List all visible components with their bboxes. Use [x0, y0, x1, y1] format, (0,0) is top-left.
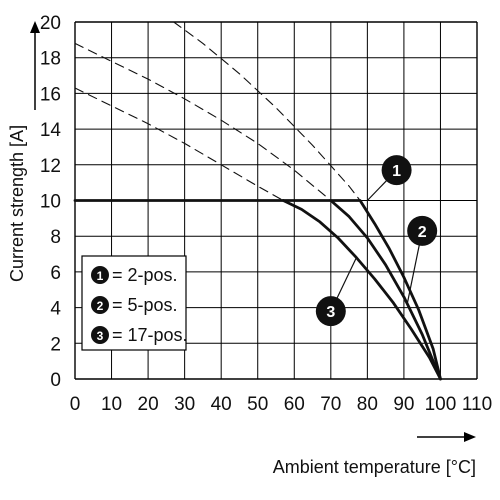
x-tick-label: 20	[138, 394, 159, 415]
y-tick-label: 8	[50, 227, 61, 248]
y-tick-label: 4	[50, 299, 61, 320]
x-tick-label: 60	[284, 394, 305, 415]
y-tick-label: 0	[50, 370, 61, 391]
legend-label: = 17-pos.	[112, 325, 188, 345]
series-1-dashed-line	[173, 21, 361, 202]
legend-label: = 2-pos.	[112, 265, 178, 285]
marker-2-badge	[407, 215, 438, 246]
y-tick-label: 10	[40, 192, 61, 213]
x-tick-label: 100	[425, 394, 457, 415]
legend-marker-number: 3	[97, 329, 104, 343]
legend-marker-1	[91, 266, 109, 284]
legend-items: 1 = 2-pos. 2 = 5-pos. 3 = 17-pos.	[91, 265, 188, 345]
series-1-solid-line	[73, 199, 442, 381]
x-tick-label: 10	[101, 394, 122, 415]
series-2-solid-line	[329, 199, 442, 381]
x-tick-label: 0	[70, 394, 81, 415]
chart-series	[73, 21, 442, 381]
y-axis-title: Current strength [A]	[7, 125, 27, 282]
legend-marker-number: 2	[97, 299, 104, 313]
x-tick-label: 30	[174, 394, 195, 415]
legend-marker-2	[91, 296, 109, 314]
x-axis-arrow-head	[464, 432, 476, 442]
x-tick-label: 50	[247, 394, 268, 415]
x-tick-label: 110	[462, 394, 492, 415]
x-tick-label: 40	[211, 394, 232, 415]
curve-markers: 1 2 3	[315, 155, 438, 327]
x-axis-title-group: Ambient temperature [°C]	[273, 432, 476, 477]
series-3-dashed-line	[74, 87, 284, 202]
x-tick-label: 90	[393, 394, 414, 415]
legend-label: = 5-pos.	[112, 295, 178, 315]
marker-1-number: 1	[392, 163, 401, 180]
marker-1-badge	[381, 155, 412, 186]
marker-2-number: 2	[418, 224, 427, 241]
y-axis-title-group: Current strength [A]	[7, 21, 40, 282]
y-axis-ticks: 0 2 4 6 8 10 12 14 16 18 20	[40, 13, 62, 391]
y-tick-label: 16	[40, 84, 61, 105]
y-tick-label: 2	[50, 334, 61, 355]
y-axis-arrow-head	[30, 21, 40, 33]
y-tick-label: 18	[40, 49, 61, 70]
series-2-dashed-line	[74, 42, 332, 202]
y-tick-label: 20	[40, 13, 61, 34]
y-tick-label: 14	[40, 120, 62, 141]
legend-marker-number: 1	[97, 269, 104, 283]
x-tick-label: 70	[320, 394, 341, 415]
marker-3-number: 3	[326, 304, 335, 321]
series-3-solid-line	[281, 199, 442, 381]
marker-3-badge	[315, 296, 346, 327]
legend: 1 = 2-pos. 2 = 5-pos. 3 = 17-pos.	[81, 255, 188, 351]
y-tick-label: 6	[50, 263, 61, 284]
legend-marker-3	[91, 326, 109, 344]
y-tick-label: 12	[40, 156, 61, 177]
x-axis-ticks: 0 10 20 30 40 50 60 70 80 90 100 110	[70, 394, 492, 415]
x-tick-label: 80	[357, 394, 378, 415]
x-axis-title: Ambient temperature [°C]	[273, 457, 476, 477]
